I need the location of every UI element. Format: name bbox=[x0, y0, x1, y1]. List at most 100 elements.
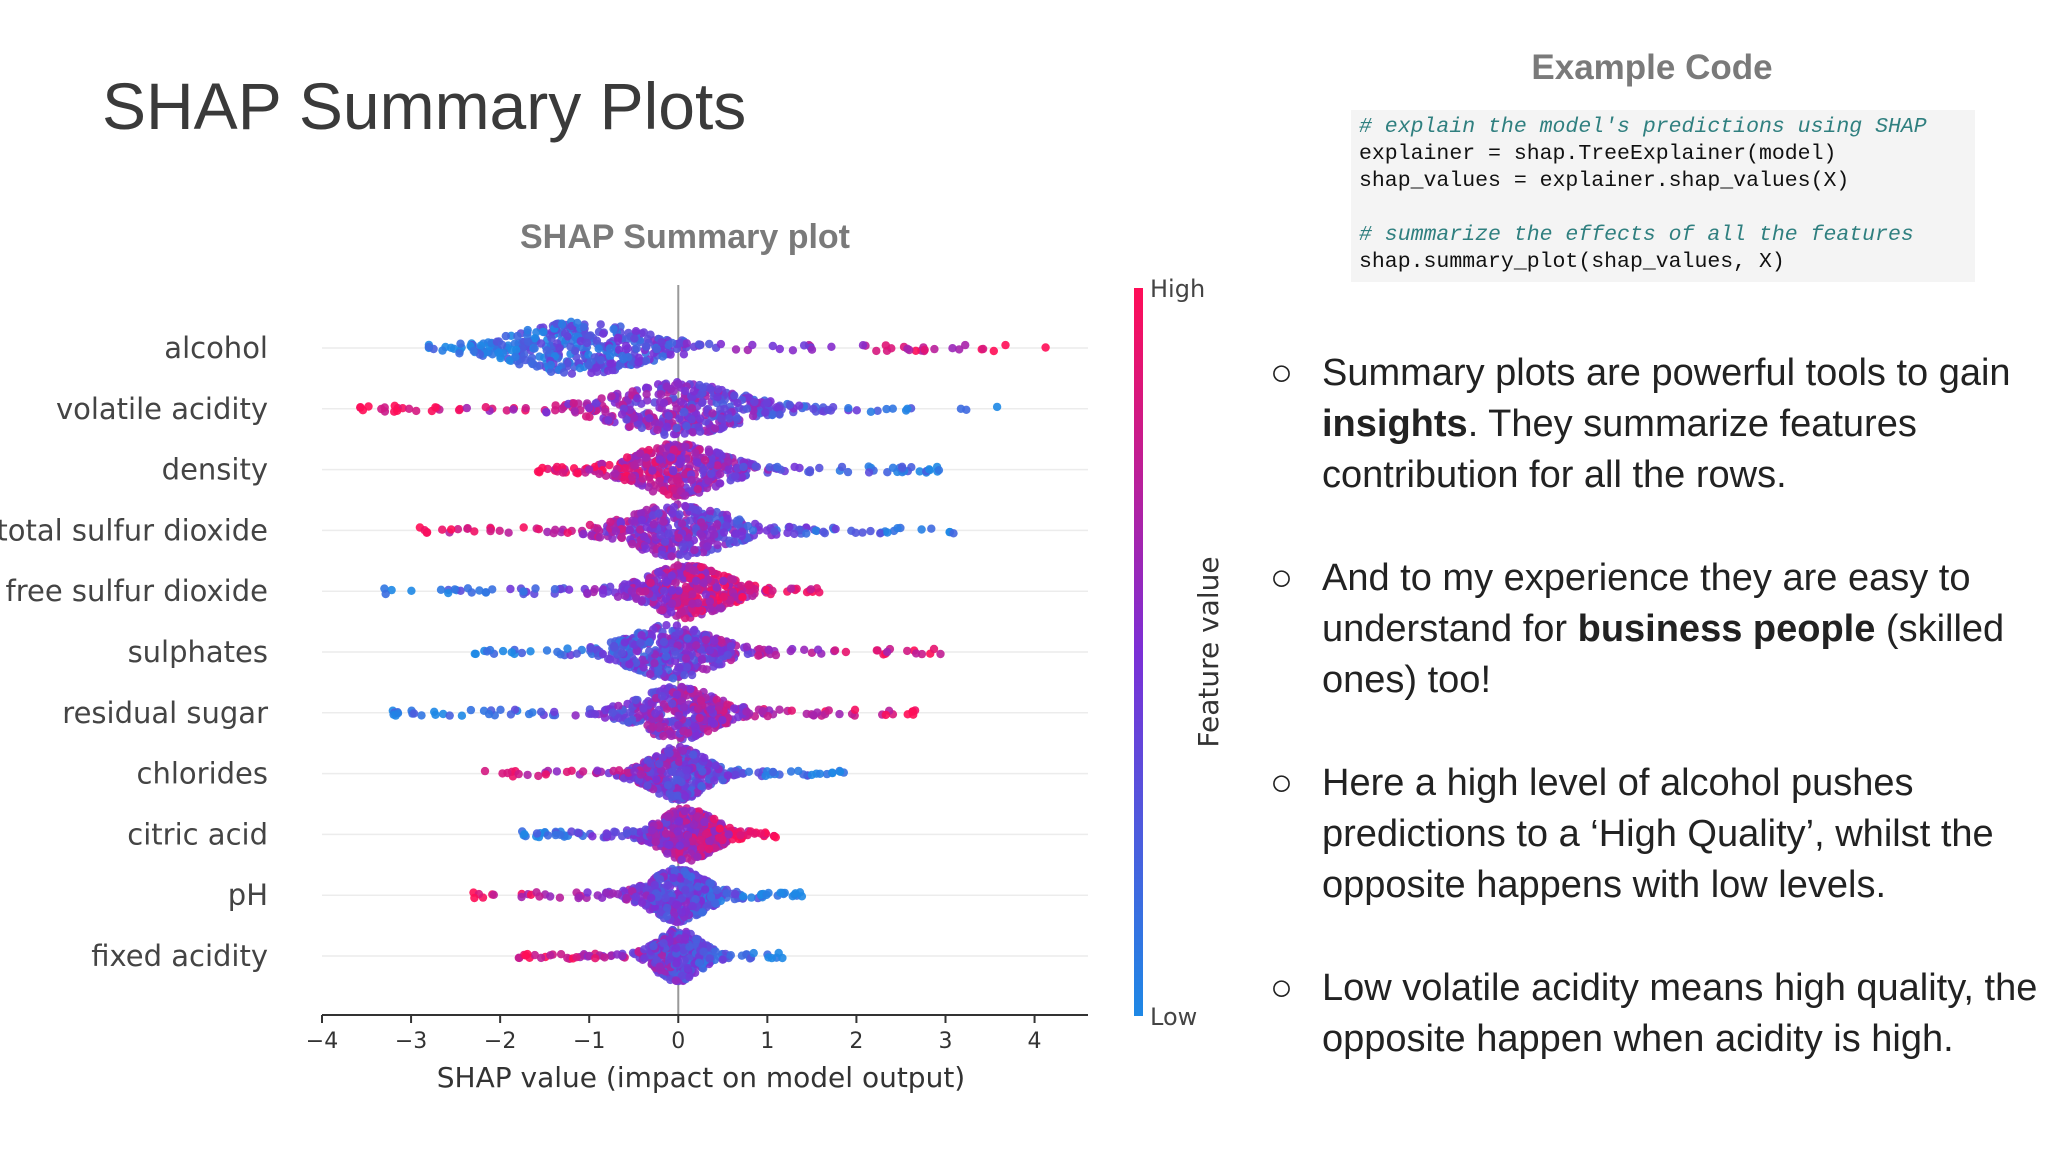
beeswarm-point bbox=[523, 325, 532, 335]
beeswarm-point bbox=[667, 586, 677, 595]
beeswarm-point bbox=[655, 875, 665, 884]
beeswarm-point bbox=[673, 901, 682, 910]
bullet-text-bold: insights bbox=[1322, 403, 1468, 445]
beeswarm-point bbox=[660, 430, 669, 439]
beeswarm-point bbox=[585, 520, 595, 530]
beeswarm-point bbox=[705, 339, 714, 349]
beeswarm-point bbox=[716, 604, 726, 613]
beeswarm-point bbox=[686, 516, 695, 525]
beeswarm-point bbox=[445, 711, 454, 720]
beeswarm-point bbox=[706, 469, 716, 479]
beeswarm-point bbox=[595, 469, 604, 479]
beeswarm-point bbox=[687, 404, 697, 413]
beeswarm-point bbox=[688, 599, 697, 608]
beeswarm-point bbox=[563, 528, 572, 537]
beeswarm-point bbox=[662, 578, 671, 587]
beeswarm-point bbox=[622, 893, 631, 903]
beeswarm-point bbox=[661, 652, 671, 661]
code-line: shap.summary_plot(shap_values, X) bbox=[1359, 250, 1785, 274]
beeswarm-point bbox=[661, 893, 670, 903]
beeswarm-point bbox=[689, 820, 698, 829]
beeswarm-point bbox=[700, 817, 709, 827]
beeswarm-point bbox=[646, 759, 655, 768]
beeswarm-point bbox=[664, 411, 673, 420]
beeswarm-point bbox=[649, 520, 658, 529]
beeswarm-point bbox=[755, 526, 764, 535]
beeswarm-point bbox=[688, 590, 697, 599]
beeswarm-point bbox=[524, 709, 534, 719]
beeswarm-point bbox=[630, 461, 639, 470]
x-tick-label: −1 bbox=[573, 1029, 605, 1054]
beeswarm-point bbox=[532, 362, 541, 371]
beeswarm-point bbox=[706, 879, 716, 888]
beeswarm-point bbox=[597, 893, 607, 902]
beeswarm-point bbox=[730, 889, 740, 899]
beeswarm-point bbox=[701, 635, 711, 645]
beeswarm-point bbox=[641, 544, 651, 553]
beeswarm-point bbox=[664, 529, 673, 538]
beeswarm-point bbox=[542, 407, 551, 417]
beeswarm-point bbox=[696, 563, 706, 572]
beeswarm-point bbox=[718, 955, 727, 964]
beeswarm-point bbox=[866, 526, 875, 536]
beeswarm-point bbox=[689, 387, 699, 396]
beeswarm-point bbox=[669, 873, 678, 883]
beeswarm-point bbox=[700, 753, 709, 763]
beeswarm-point bbox=[608, 889, 618, 898]
beeswarm-point bbox=[927, 524, 936, 533]
beeswarm-point bbox=[552, 767, 562, 776]
beeswarm-point bbox=[654, 509, 663, 518]
beeswarm-point bbox=[381, 589, 390, 599]
beeswarm-point bbox=[630, 334, 639, 343]
beeswarm-point bbox=[689, 626, 698, 636]
x-axis: −4 −3 −2 −1 0 1 2 3 4 bbox=[306, 1014, 1088, 1054]
beeswarm-point bbox=[605, 344, 615, 353]
x-tick-label: 2 bbox=[849, 1029, 863, 1054]
bullet-text-part: Summary plots are powerful tools to gain bbox=[1322, 352, 2011, 394]
beeswarm-point bbox=[698, 908, 707, 917]
beeswarm-point bbox=[475, 586, 484, 595]
beeswarm-point bbox=[558, 468, 568, 477]
beeswarm-point bbox=[546, 951, 555, 960]
beeswarm-point bbox=[680, 591, 689, 601]
beeswarm-point bbox=[637, 596, 646, 606]
beeswarm-point bbox=[978, 344, 988, 354]
beeswarm-point bbox=[883, 647, 892, 657]
beeswarm-point bbox=[667, 552, 676, 561]
beeswarm-point bbox=[507, 648, 516, 657]
beeswarm-point bbox=[616, 517, 625, 527]
x-axis-title: SHAP value (impact on model output) bbox=[437, 1061, 965, 1094]
beeswarm-point bbox=[646, 670, 655, 679]
beeswarm-point bbox=[866, 407, 876, 416]
beeswarm-point bbox=[686, 684, 695, 694]
beeswarm-point bbox=[657, 550, 666, 559]
beeswarm-point bbox=[606, 517, 615, 527]
beeswarm-point bbox=[513, 331, 522, 341]
beeswarm-point bbox=[667, 571, 676, 580]
bullet-marker-icon: ○ bbox=[1270, 352, 1293, 394]
plot-title-text: SHAP Summary plot bbox=[519, 218, 851, 256]
beeswarm-point bbox=[872, 646, 881, 655]
beeswarm-point bbox=[719, 576, 728, 586]
beeswarm-point bbox=[719, 592, 728, 602]
beeswarm-point bbox=[747, 893, 756, 902]
beeswarm-point bbox=[520, 830, 529, 839]
beeswarm-point bbox=[872, 346, 881, 356]
beeswarm-point bbox=[622, 453, 632, 462]
beeswarm-point bbox=[481, 588, 490, 597]
beeswarm-point bbox=[596, 320, 605, 329]
beeswarm-point bbox=[674, 711, 683, 721]
beeswarm-point bbox=[652, 344, 661, 354]
beeswarm-point bbox=[553, 647, 562, 657]
beeswarm-point bbox=[555, 343, 564, 353]
beeswarm-point bbox=[649, 941, 658, 951]
beeswarm-point bbox=[961, 340, 970, 350]
beeswarm-point bbox=[698, 548, 708, 557]
beeswarm-point bbox=[584, 360, 593, 370]
beeswarm-point bbox=[511, 352, 520, 361]
beeswarm-point bbox=[661, 594, 671, 603]
beeswarm-point bbox=[694, 958, 704, 967]
beeswarm-point bbox=[831, 524, 840, 534]
beeswarm-point bbox=[699, 465, 708, 474]
